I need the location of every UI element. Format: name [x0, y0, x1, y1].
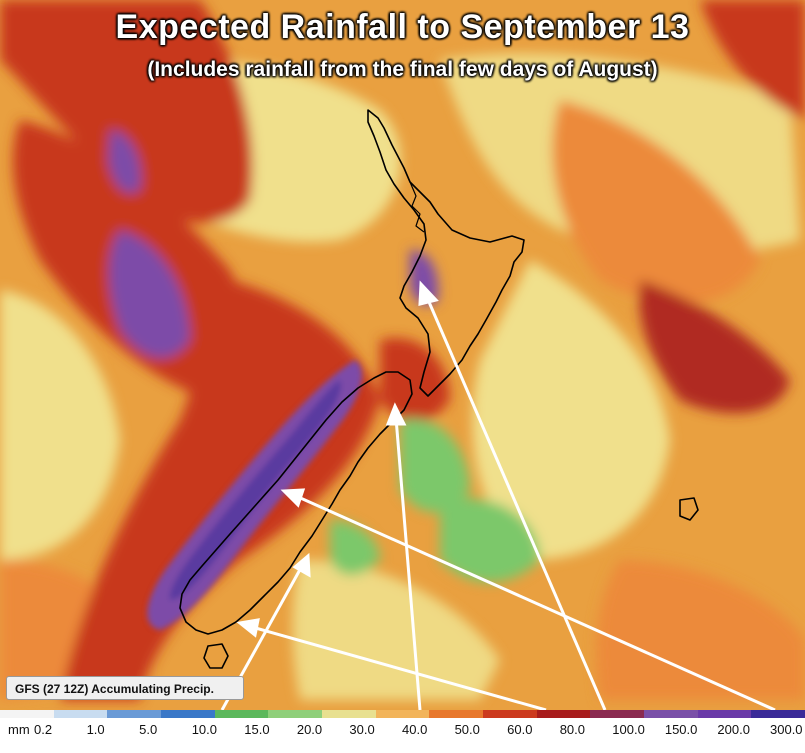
- arrow-to-southland: [251, 625, 547, 712]
- model-label: GFS (27 12Z) Accumulating Precip.: [6, 676, 244, 700]
- arrow-head-canterbury: [292, 552, 311, 578]
- legend-swatch: [590, 710, 644, 718]
- stewart-island-outline: [203, 643, 229, 669]
- legend-swatch: [214, 710, 269, 718]
- legend-color-bar: [0, 710, 805, 718]
- legend-tick-label: 15.0: [244, 722, 270, 737]
- legend-tick-label: 50.0: [454, 722, 480, 737]
- west-coast-heavy-rain: [147, 360, 363, 630]
- arrow-to-west-coast: [295, 494, 776, 712]
- legend-swatch: [0, 710, 54, 718]
- arrow-head-southland: [236, 618, 260, 638]
- arrow-head-wellington: [385, 402, 407, 426]
- legend-swatch: [107, 710, 161, 718]
- legend-tick-label: 30.0: [349, 722, 375, 737]
- legend-swatch: [482, 710, 537, 718]
- legend-unit: mm: [8, 722, 30, 737]
- legend-swatch: [429, 710, 483, 718]
- arrow-to-wellington: [394, 417, 422, 711]
- legend-swatch: [321, 710, 376, 718]
- arrow-head-west-coast: [280, 488, 306, 508]
- legend-tick-label: 60.0: [507, 722, 533, 737]
- arrow-head-waikato: [418, 280, 439, 306]
- map-title: Expected Rainfall to September 13: [115, 8, 690, 46]
- legend-swatch: [375, 710, 430, 718]
- legend-tick-label: 200.0: [717, 722, 750, 737]
- legend-tick-label: 150.0: [664, 722, 698, 737]
- legend-swatch: [53, 710, 108, 718]
- legend-swatch: [268, 710, 322, 718]
- legend-swatch: [643, 710, 698, 718]
- chatham-islands-outline: [679, 497, 699, 521]
- auckland-coast-detail: [409, 181, 425, 233]
- legend-tick-label: 1.0: [86, 722, 105, 737]
- legend-swatch: [751, 710, 805, 718]
- rainfall-legend: mm 0.2 1.0 5.0 10.0 15.0 20.0 30.0 40.0 50.0 60.0…: [0, 710, 805, 753]
- legend-swatch: [536, 710, 591, 718]
- legend-labels: mm 0.2 1.0 5.0 10.0 15.0 20.0 30.0 40.0 50.0 60.0…: [0, 722, 805, 742]
- legend-tick-label: 0.2: [34, 722, 53, 737]
- legend-tick-label: 100.0: [612, 722, 645, 737]
- legend-tick-label: 10.0: [191, 722, 218, 737]
- legend-tick-label: 5.0: [139, 722, 158, 737]
- legend-swatch: [160, 710, 215, 718]
- legend-swatch: [697, 710, 752, 718]
- legend-tick-label: 80.0: [559, 722, 586, 737]
- legend-tick-label: 40.0: [402, 722, 428, 737]
- arrow-to-waikato: [424, 294, 607, 711]
- legend-tick-label: 20.0: [296, 722, 323, 737]
- south-island-outline: [179, 371, 413, 635]
- map-subtitle: (Includes rainfall from the final few da…: [147, 58, 658, 81]
- rainfall-field: [0, 0, 805, 700]
- legend-tick-label: 300.0: [770, 722, 803, 737]
